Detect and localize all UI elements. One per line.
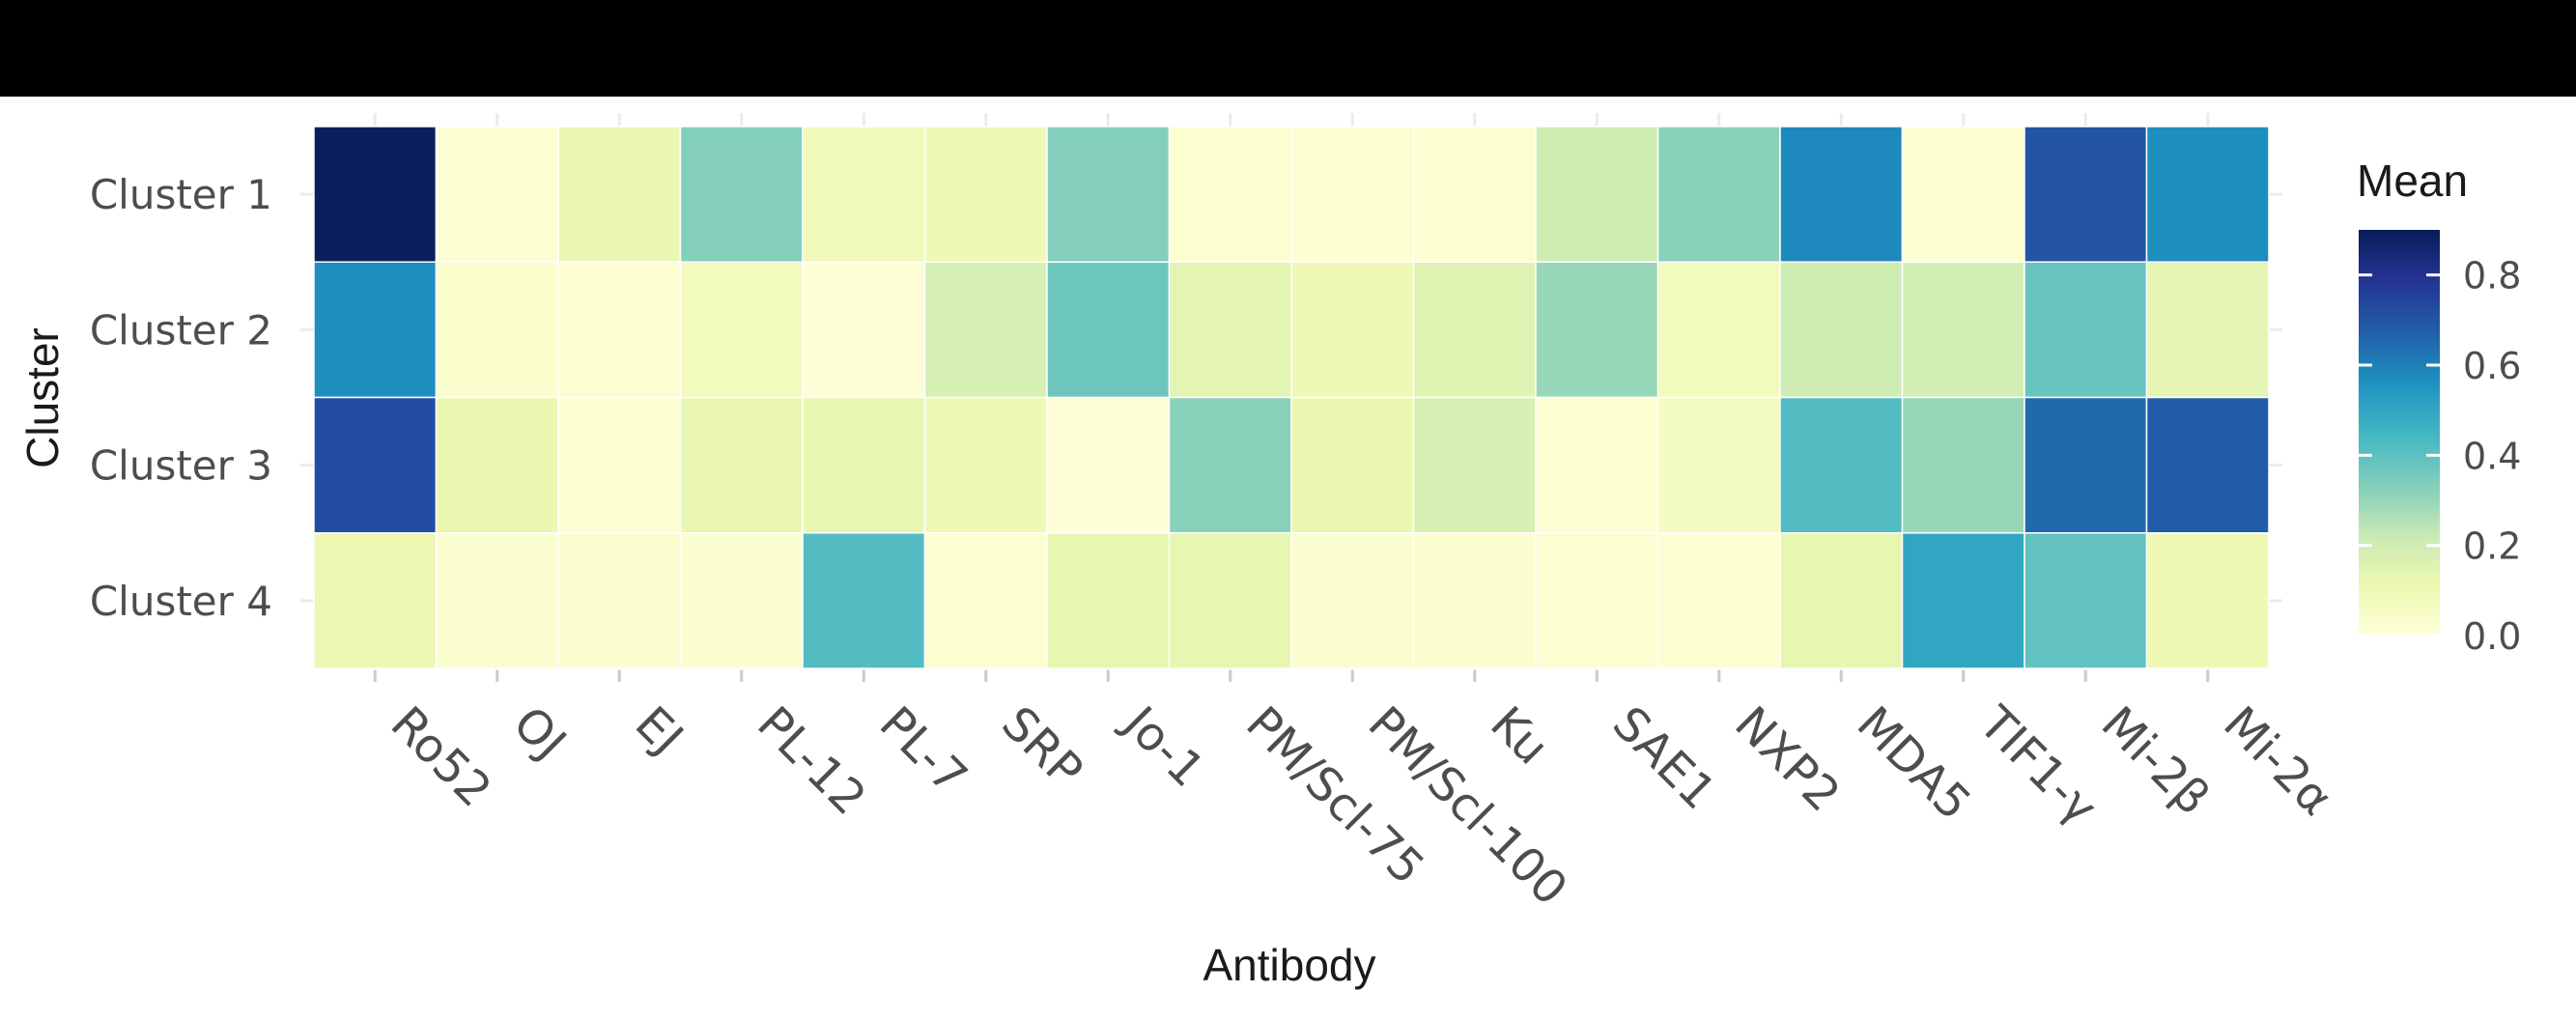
x-tick-label: Jo-1 xyxy=(1112,694,1215,798)
heatmap-cell xyxy=(1046,532,1171,669)
heatmap-cell xyxy=(1168,396,1292,534)
heatmap-cell xyxy=(1901,261,2025,399)
heatmap-cell xyxy=(1779,396,1904,534)
heatmap-cell xyxy=(802,261,926,399)
y-tick-labels: Cluster 1 Cluster 2 Cluster 3 Cluster 4 xyxy=(90,171,272,625)
x-tick-label: Mi-2β xyxy=(2091,696,2221,826)
legend-tick-label: 0.6 xyxy=(2463,345,2521,387)
heatmap-cell xyxy=(2145,396,2270,534)
x-tick-label: SAE1 xyxy=(1602,696,1726,820)
heatmap-cell xyxy=(802,126,926,263)
top-black-bar xyxy=(0,0,2576,97)
x-axis-title: Antibody xyxy=(1203,940,1375,990)
heatmap-cell xyxy=(1535,396,1659,534)
heatmap-cell xyxy=(1046,261,1171,399)
x-tick-label: EJ xyxy=(625,696,694,765)
heatmap-cell xyxy=(1901,396,2025,534)
heatmap-cell xyxy=(1901,532,2025,669)
heatmap-cell xyxy=(313,532,438,669)
heatmap-cell xyxy=(2024,261,2148,399)
heatmap-cell xyxy=(313,396,438,534)
heatmap-cell xyxy=(923,126,1048,263)
heatmap-cell xyxy=(435,532,559,669)
y-axis-title: Cluster xyxy=(17,327,68,468)
heatmap-cell xyxy=(1535,126,1659,263)
heatmap-cell xyxy=(802,396,926,534)
y-tick-label: Cluster 3 xyxy=(90,442,272,490)
heatmap-cell xyxy=(1779,532,1904,669)
legend-ticks: 0.8 0.6 0.4 0.2 0.0 xyxy=(2359,255,2521,658)
legend-tick-label: 0.2 xyxy=(2463,525,2521,568)
legend-title: Mean xyxy=(2357,156,2468,206)
heatmap-cell xyxy=(1656,532,1781,669)
x-tick-label: OJ xyxy=(502,696,576,770)
x-tick-label: Ro52 xyxy=(381,696,502,818)
heatmap-cell xyxy=(1656,126,1781,263)
heatmap-cell xyxy=(2024,126,2148,263)
heatmap-cell xyxy=(1046,126,1171,263)
heatmap-cell xyxy=(1046,396,1171,534)
y-tick-label: Cluster 2 xyxy=(90,306,272,354)
y-tick-label: Cluster 4 xyxy=(90,578,272,625)
heatmap-cell xyxy=(1779,126,1904,263)
x-tick-label: MDA5 xyxy=(1847,696,1981,831)
heatmap-cell xyxy=(1535,261,1659,399)
heatmap-cell xyxy=(923,261,1048,399)
heatmap-cell xyxy=(1168,126,1292,263)
heatmap-cell xyxy=(2145,261,2270,399)
x-tick-label: Ku xyxy=(1480,696,1559,776)
heatmap-cell xyxy=(313,126,438,263)
x-tick-label: PL-7 xyxy=(869,696,977,805)
heatmap-cells xyxy=(313,126,2270,669)
heatmap-cell xyxy=(2145,126,2270,263)
heatmap-cell xyxy=(679,532,804,669)
heatmap-cell xyxy=(1290,396,1415,534)
heatmap-cell xyxy=(1168,261,1292,399)
heatmap-cell xyxy=(923,532,1048,669)
color-legend: Mean 0.8 0.6 0.4 0.2 0.0 xyxy=(2357,156,2521,658)
heatmap-cell xyxy=(1290,261,1415,399)
heatmap-cell xyxy=(2024,396,2148,534)
heatmap-cell xyxy=(2024,532,2148,669)
heatmap-cell xyxy=(435,261,559,399)
heatmap-cell xyxy=(1290,126,1415,263)
heatmap-cell xyxy=(435,396,559,534)
heatmap-cell xyxy=(313,261,438,399)
heatmap-cell xyxy=(1656,396,1781,534)
x-tick-label: PL-12 xyxy=(747,696,876,826)
heatmap-cell xyxy=(1535,532,1659,669)
heatmap-cell xyxy=(557,126,682,263)
legend-tick-label: 0.8 xyxy=(2463,255,2521,298)
heatmap-cell xyxy=(1290,532,1415,669)
y-tick-label: Cluster 1 xyxy=(90,171,272,218)
heatmap-cell xyxy=(1412,126,1537,263)
heatmap-cell xyxy=(923,396,1048,534)
heatmap-cell xyxy=(435,126,559,263)
heatmap-cell xyxy=(802,532,926,669)
x-tick-label: SRP xyxy=(991,696,1092,798)
heatmap-cell xyxy=(679,126,804,263)
heatmap-cell xyxy=(1412,396,1537,534)
x-tick-label: NXP2 xyxy=(1724,696,1850,822)
legend-color-bar xyxy=(2359,230,2440,636)
legend-tick-label: 0.0 xyxy=(2463,615,2521,658)
x-tick-label: TIF1-γ xyxy=(1968,695,2109,836)
x-tick-label: Mi-2α xyxy=(2213,696,2343,827)
heatmap-cell xyxy=(557,396,682,534)
heatmap-cell xyxy=(557,261,682,399)
heatmap-cell xyxy=(1412,261,1537,399)
heatmap-cell xyxy=(1168,532,1292,669)
legend-tick-label: 0.4 xyxy=(2463,435,2521,477)
heatmap-cell xyxy=(679,396,804,534)
heatmap-cell xyxy=(557,532,682,669)
heatmap-cell xyxy=(2145,532,2270,669)
heatmap-cell xyxy=(1412,532,1537,669)
heatmap-cell xyxy=(1779,261,1904,399)
heatmap-cell xyxy=(679,261,804,399)
heatmap-cell xyxy=(1901,126,2025,263)
heatmap-cell xyxy=(1656,261,1781,399)
